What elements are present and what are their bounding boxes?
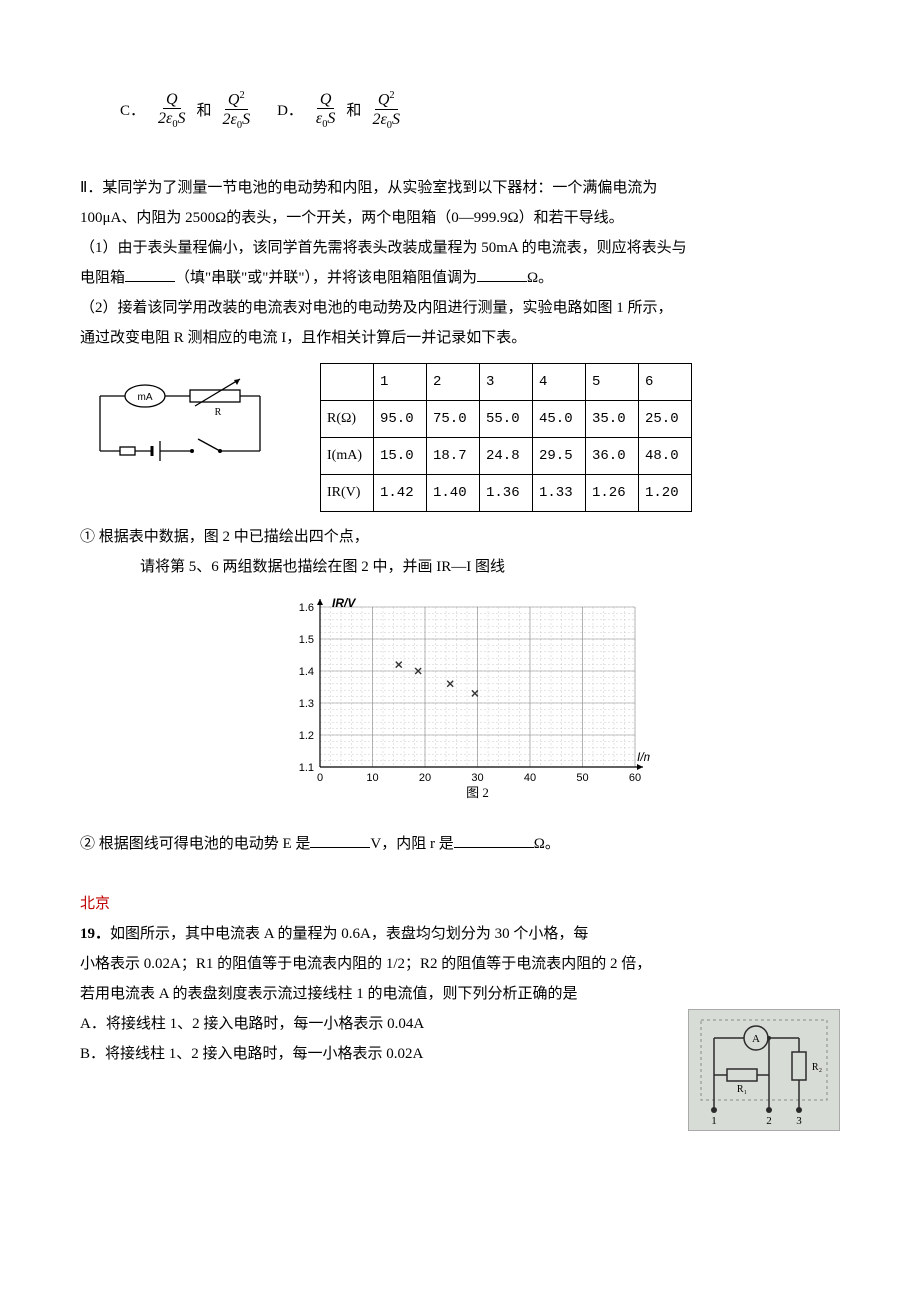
table-row: R(Ω)95.075.055.045.035.025.0 [321,400,692,437]
circuit-figure-1: mA R [80,363,290,492]
svg-text:1.6: 1.6 [299,602,314,614]
svg-text:3: 3 [796,1115,802,1127]
table-cell: 24.8 [480,437,533,474]
table-cell: 1.36 [480,474,533,511]
svg-text:2: 2 [766,1115,772,1127]
table-cell: 36.0 [586,437,639,474]
table-cell: 1.40 [427,474,480,511]
row-label: IR(V) [321,474,374,511]
figure-table-row: mAR 123456 R(Ω)95.075.055.045.035.025.0I… [80,363,840,512]
formula-c-1: Q 2ε0S [155,91,189,132]
svg-text:30: 30 [471,772,483,784]
table-col: 3 [480,363,533,400]
table-col: 4 [533,363,586,400]
formula-c-2: Q2 2ε0S [220,90,254,133]
svg-text:50: 50 [576,772,588,784]
q19-line1: 19．如图所示，其中电流表 A 的量程为 0.6A，表盘均匀划分为 30 个小格… [80,919,840,949]
table-cell: 45.0 [533,400,586,437]
beijing-title: 北京 [80,889,840,919]
svg-text:1: 1 [711,1115,717,1127]
table-col: 5 [586,363,639,400]
sec2-q1b: 电阻箱（填"串联"或"并联"），并将该电阻箱阻值调为Ω。 [80,263,840,293]
svg-text:1.1: 1.1 [299,762,314,774]
svg-text:mA: mA [138,392,153,403]
circuit-figure-2: A R₂ R₁ 1 2 3 [688,1009,840,1131]
sec2-sub2: ② 根据图线可得电池的电动势 E 是V，内阻 r 是Ω。 [80,829,840,859]
q19-line2: 小格表示 0.02A；R1 的阻值等于电流表内阻的 1/2；R2 的阻值等于电流… [80,949,840,979]
sec2-sub1b: 请将第 5、6 两组数据也描绘在图 2 中，并画 IR—I 图线 [80,552,840,582]
data-table: 123456 R(Ω)95.075.055.045.035.025.0I(mA)… [320,363,692,512]
table-cell: 25.0 [639,400,692,437]
table-col: 2 [427,363,480,400]
table-cell: 35.0 [586,400,639,437]
sec2-q1a: （1）由于表头量程偏小，该同学首先需将表头改装成量程为 50mA 的电流表，则应… [80,233,840,263]
svg-text:R₂: R₂ [812,1062,822,1073]
formula-options: C． Q 2ε0S 和 Q2 2ε0S D． Q ε0S 和 Q2 2ε0S [120,90,840,133]
option-d-label: D． [277,96,303,126]
blank-internal-r[interactable] [454,833,534,848]
table-col: 6 [639,363,692,400]
sec2-line1: Ⅱ．某同学为了测量一节电池的电动势和内阻，从实验室找到以下器材：一个满偏电流为 [80,173,840,203]
table-cell: 1.33 [533,474,586,511]
svg-text:图 2: 图 2 [466,785,489,800]
svg-text:0: 0 [317,772,323,784]
blank-emf[interactable] [310,833,370,848]
svg-text:60: 60 [629,772,641,784]
table-cell: 1.20 [639,474,692,511]
svg-text:1.2: 1.2 [299,730,314,742]
svg-text:1.4: 1.4 [299,666,314,678]
sec2-sub1: ① 根据表中数据，图 2 中已描绘出四个点， [80,522,840,552]
table-cell: 29.5 [533,437,586,474]
svg-text:R: R [215,407,222,418]
svg-text:A: A [752,1033,760,1045]
and-1: 和 [197,96,212,126]
table-row: I(mA)15.018.724.829.536.048.0 [321,437,692,474]
svg-text:R₁: R₁ [737,1084,747,1095]
table-row: IR(V)1.421.401.361.331.261.20 [321,474,692,511]
svg-text:40: 40 [524,772,536,784]
svg-text:20: 20 [419,772,431,784]
figure-2: 1.1 1.2 1.3 1.4 1.5 1.6 0 10 20 30 40 50 60 IR/V I/mA 图… [80,592,840,823]
table-cell: 1.26 [586,474,639,511]
sec2-q2a: （2）接着该同学用改装的电流表对电池的电动势及内阻进行测量，实验电路如图 1 所… [80,293,840,323]
svg-text:1.5: 1.5 [299,634,314,646]
table-cell: 18.7 [427,437,480,474]
table-cell: 95.0 [374,400,427,437]
blank-series-parallel[interactable] [125,267,175,282]
formula-d-2: Q2 2ε0S [369,90,403,133]
row-label: I(mA) [321,437,374,474]
option-c-label: C． [120,96,145,126]
blank-resistance[interactable] [477,267,527,282]
and-2: 和 [346,96,361,126]
q19-line3: 若用电流表 A 的表盘刻度表示流过接线柱 1 的电流值，则下列分析正确的是 [80,979,840,1009]
table-cell: 1.42 [374,474,427,511]
svg-text:IR/V: IR/V [332,596,356,610]
table-cell: 55.0 [480,400,533,437]
svg-text:10: 10 [366,772,378,784]
table-cell: 48.0 [639,437,692,474]
svg-text:1.3: 1.3 [299,698,314,710]
sec2-q2b: 通过改变电阻 R 测相应的电流 I，且作相关计算后一并记录如下表。 [80,323,840,353]
formula-d-1: Q ε0S [313,91,339,132]
table-cell: 15.0 [374,437,427,474]
row-label: R(Ω) [321,400,374,437]
table-cell: 75.0 [427,400,480,437]
sec2-line2: 100μA、内阻为 2500Ω的表头，一个开关，两个电阻箱（0—999.9Ω）和… [80,203,840,233]
svg-text:I/mA: I/mA [637,750,650,764]
table-col: 1 [374,363,427,400]
